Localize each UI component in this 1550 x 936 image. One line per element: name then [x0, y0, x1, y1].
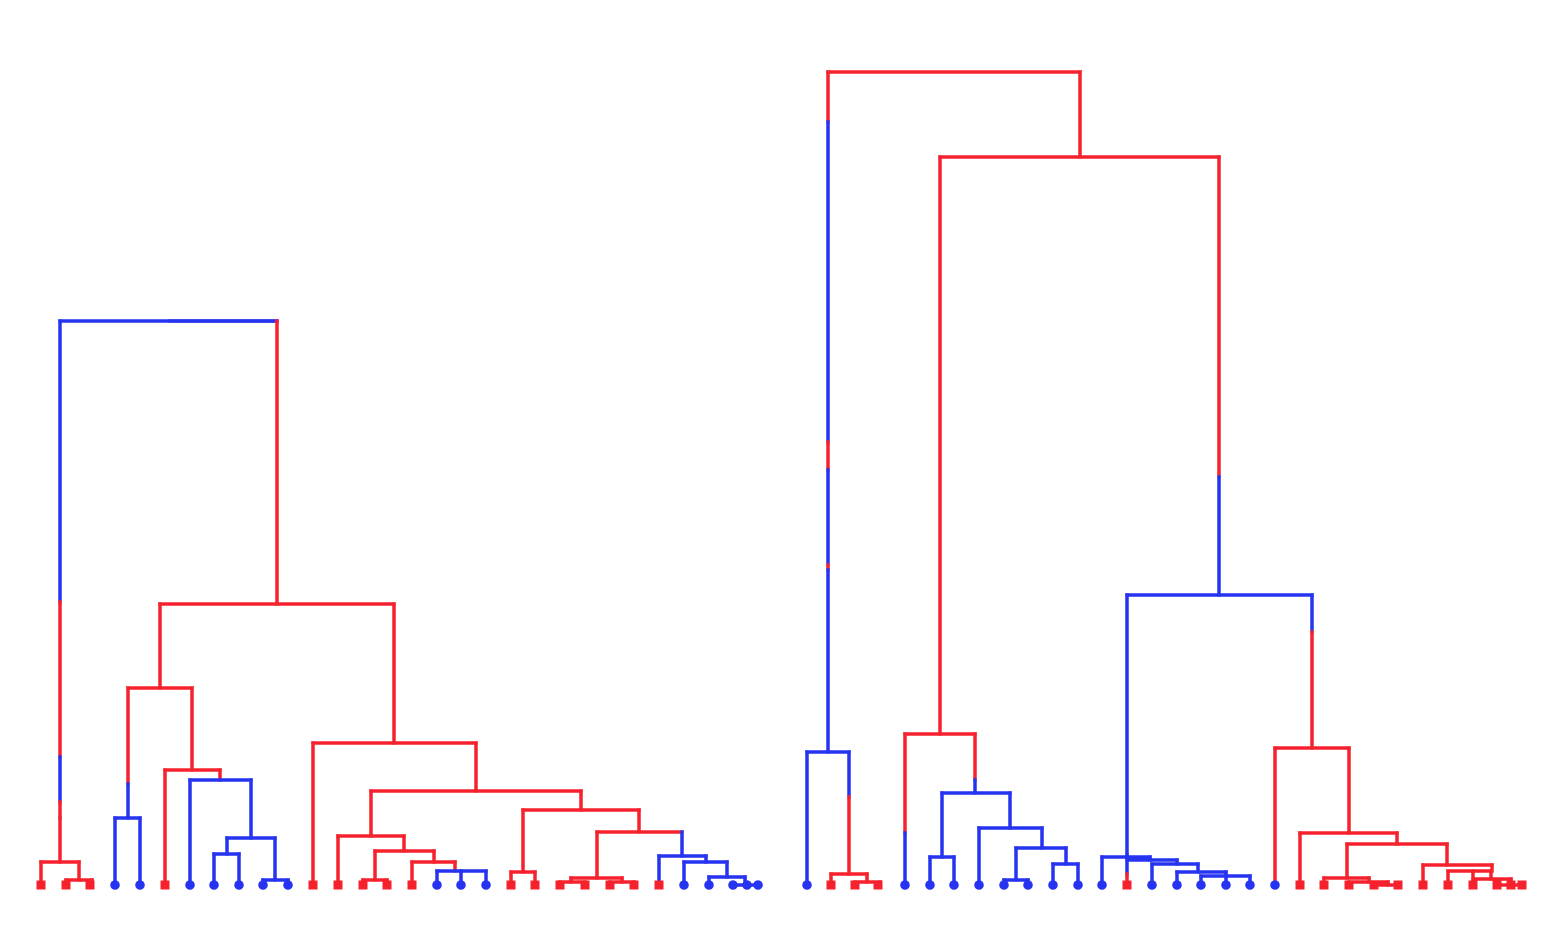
leaf-marker-circle	[209, 880, 219, 890]
leaf-marker-square	[333, 880, 343, 890]
leaf-marker-square	[1369, 880, 1379, 890]
leaf-marker-circle	[283, 880, 293, 890]
leaf-marker-square	[530, 880, 540, 890]
leaf-marker-square	[1393, 880, 1403, 890]
leaf-marker-circle	[1023, 880, 1033, 890]
leaf-marker-square	[61, 880, 71, 890]
leaf-marker-square	[580, 880, 590, 890]
leaf-marker-square	[826, 880, 836, 890]
leaf-marker-square	[1122, 880, 1132, 890]
leaf-marker-circle	[1245, 880, 1255, 890]
leaf-marker-circle	[925, 880, 935, 890]
leaf-marker-circle	[456, 880, 466, 890]
leaf-marker-circle	[432, 880, 442, 890]
leaf-marker-square	[1443, 880, 1453, 890]
leaf-marker-square	[1506, 880, 1516, 890]
leaf-marker-square	[1344, 880, 1354, 890]
leaf-marker-circle	[704, 880, 714, 890]
leaf-marker-square	[308, 880, 318, 890]
leaf-marker-circle	[1097, 880, 1107, 890]
leaf-marker-square	[407, 880, 417, 890]
leaf-marker-circle	[481, 880, 491, 890]
leaf-marker-square	[1517, 880, 1527, 890]
leaf-marker-circle	[999, 880, 1009, 890]
leaf-marker-circle	[185, 880, 195, 890]
leaf-marker-circle	[679, 880, 689, 890]
leaf-marker-square	[1418, 880, 1428, 890]
leaf-marker-square	[555, 880, 565, 890]
leaf-marker-circle	[1221, 880, 1231, 890]
leaf-marker-square	[160, 880, 170, 890]
leaf-marker-square	[382, 880, 392, 890]
leaf-marker-square	[605, 880, 615, 890]
leaf-marker-square	[1492, 880, 1502, 890]
leaf-marker-circle	[728, 880, 738, 890]
leaf-marker-circle	[802, 880, 812, 890]
leaf-marker-circle	[1172, 880, 1182, 890]
leaf-marker-square	[873, 880, 883, 890]
leaf-marker-circle	[258, 880, 268, 890]
leaf-marker-circle	[1048, 880, 1058, 890]
leaf-marker-square	[1468, 880, 1478, 890]
leaf-marker-square	[850, 880, 860, 890]
leaf-marker-square	[36, 880, 46, 890]
leaf-marker-circle	[234, 880, 244, 890]
leaf-marker-circle	[135, 880, 145, 890]
leaf-marker-square	[1319, 880, 1329, 890]
leaf-marker-circle	[1147, 880, 1157, 890]
leaf-marker-circle	[110, 880, 120, 890]
leaf-marker-circle	[1196, 880, 1206, 890]
leaf-marker-circle	[1073, 880, 1083, 890]
leaf-marker-square	[654, 880, 664, 890]
leaf-marker-square	[1295, 880, 1305, 890]
leaf-marker-square	[629, 880, 639, 890]
leaf-marker-circle	[949, 880, 959, 890]
leaf-marker-square	[85, 880, 95, 890]
leaf-marker-circle	[1270, 880, 1280, 890]
leaf-marker-square	[506, 880, 516, 890]
leaf-marker-circle	[742, 880, 752, 890]
leaf-marker-circle	[753, 880, 763, 890]
leaf-marker-square	[358, 880, 368, 890]
leaf-marker-circle	[974, 880, 984, 890]
leaf-marker-circle	[900, 880, 910, 890]
